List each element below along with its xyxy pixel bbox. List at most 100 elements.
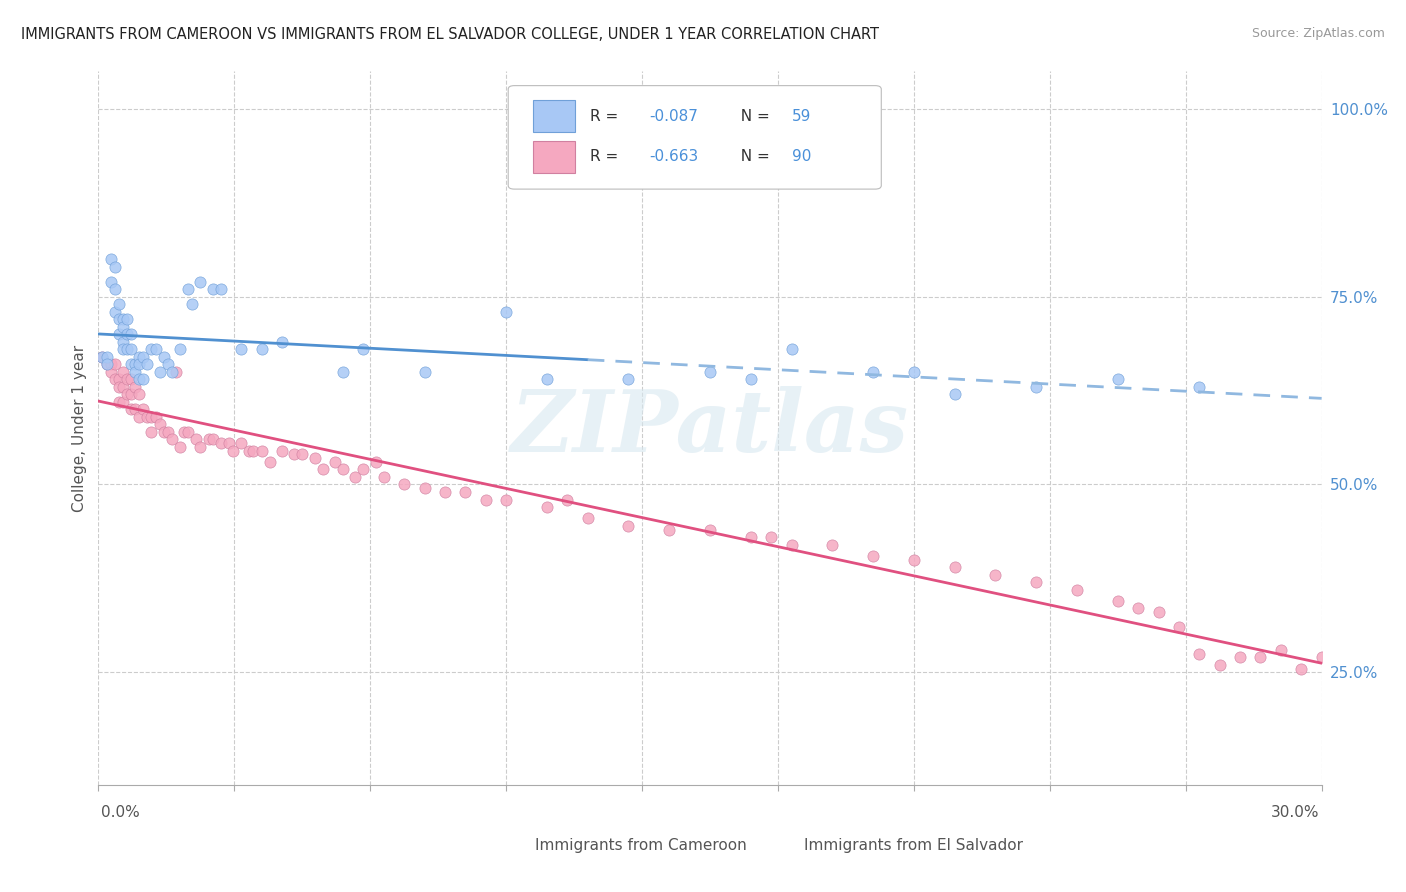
Point xyxy=(145,343,167,357)
Text: 30.0%: 30.0% xyxy=(1271,805,1319,820)
Point xyxy=(617,518,640,533)
Point xyxy=(115,387,138,401)
Point xyxy=(96,357,118,371)
Point xyxy=(100,275,122,289)
Point xyxy=(780,343,803,357)
Point xyxy=(413,365,436,379)
Point xyxy=(1270,642,1292,657)
Point xyxy=(903,552,925,566)
Point xyxy=(576,511,599,525)
Point xyxy=(188,440,212,454)
Text: IMMIGRANTS FROM CAMEROON VS IMMIGRANTS FROM EL SALVADOR COLLEGE, UNDER 1 YEAR CO: IMMIGRANTS FROM CAMEROON VS IMMIGRANTS F… xyxy=(21,27,879,42)
Point xyxy=(111,343,134,357)
Point xyxy=(495,304,517,318)
Text: -0.663: -0.663 xyxy=(650,150,699,164)
Point xyxy=(160,365,183,379)
Point xyxy=(149,365,172,379)
Point xyxy=(181,297,204,311)
Text: N =: N = xyxy=(731,150,775,164)
Text: R =: R = xyxy=(591,109,623,124)
Text: Immigrants from Cameroon: Immigrants from Cameroon xyxy=(536,838,747,853)
Point xyxy=(111,365,134,379)
Point xyxy=(332,462,354,476)
Point xyxy=(108,297,131,311)
Point xyxy=(120,327,142,342)
Point xyxy=(108,312,131,326)
Point xyxy=(209,282,232,296)
Point xyxy=(141,409,163,424)
Point xyxy=(740,372,762,386)
Point xyxy=(1249,650,1271,665)
Point xyxy=(201,282,224,296)
Point xyxy=(218,436,240,450)
Point xyxy=(352,462,374,476)
Point xyxy=(364,455,387,469)
Point xyxy=(699,523,721,537)
Text: 0.0%: 0.0% xyxy=(101,805,141,820)
Point xyxy=(104,372,127,386)
Point xyxy=(115,343,138,357)
Point xyxy=(115,327,138,342)
Text: 59: 59 xyxy=(792,109,811,124)
Point xyxy=(222,443,245,458)
Point xyxy=(152,350,174,364)
Bar xyxy=(533,141,575,173)
Point xyxy=(557,492,579,507)
Point xyxy=(209,436,232,450)
Point xyxy=(128,387,150,401)
Point xyxy=(1229,650,1251,665)
Point xyxy=(250,343,273,357)
Point xyxy=(132,372,155,386)
Point xyxy=(1188,380,1211,394)
Point xyxy=(100,365,122,379)
Point xyxy=(111,380,134,394)
Point xyxy=(120,402,142,417)
Point xyxy=(238,443,260,458)
Point xyxy=(111,319,134,334)
Point xyxy=(312,462,335,476)
Point xyxy=(291,447,314,461)
Point xyxy=(943,560,966,574)
Bar xyxy=(533,100,575,132)
Point xyxy=(332,365,354,379)
Point xyxy=(188,275,212,289)
Y-axis label: College, Under 1 year: College, Under 1 year xyxy=(72,344,87,512)
Point xyxy=(91,350,114,364)
Point xyxy=(186,433,208,447)
Point xyxy=(1066,582,1088,597)
Point xyxy=(1025,575,1047,590)
Point xyxy=(141,425,163,439)
Bar xyxy=(759,828,790,863)
Point xyxy=(124,365,146,379)
Point xyxy=(1167,620,1189,634)
Point xyxy=(96,350,118,364)
Point xyxy=(1291,661,1313,675)
Text: R =: R = xyxy=(591,150,623,164)
Point xyxy=(699,365,721,379)
Text: Source: ZipAtlas.com: Source: ZipAtlas.com xyxy=(1251,27,1385,40)
Point xyxy=(761,530,783,544)
Point xyxy=(128,372,150,386)
Point xyxy=(434,485,457,500)
Point xyxy=(149,417,172,432)
Point xyxy=(136,357,159,371)
Point xyxy=(104,357,127,371)
Point xyxy=(156,357,179,371)
Point xyxy=(1209,657,1232,672)
Point xyxy=(104,260,127,274)
Point xyxy=(96,357,118,371)
Point xyxy=(136,409,159,424)
Point xyxy=(115,372,138,386)
Point xyxy=(231,436,253,450)
Point xyxy=(862,365,884,379)
Point xyxy=(536,372,558,386)
Point xyxy=(132,402,155,417)
Point xyxy=(903,365,925,379)
Text: 90: 90 xyxy=(792,150,811,164)
Point xyxy=(1310,650,1333,665)
Point xyxy=(413,481,436,495)
Point xyxy=(169,343,191,357)
Point xyxy=(1128,601,1150,615)
Point xyxy=(943,387,966,401)
Point xyxy=(145,409,167,424)
